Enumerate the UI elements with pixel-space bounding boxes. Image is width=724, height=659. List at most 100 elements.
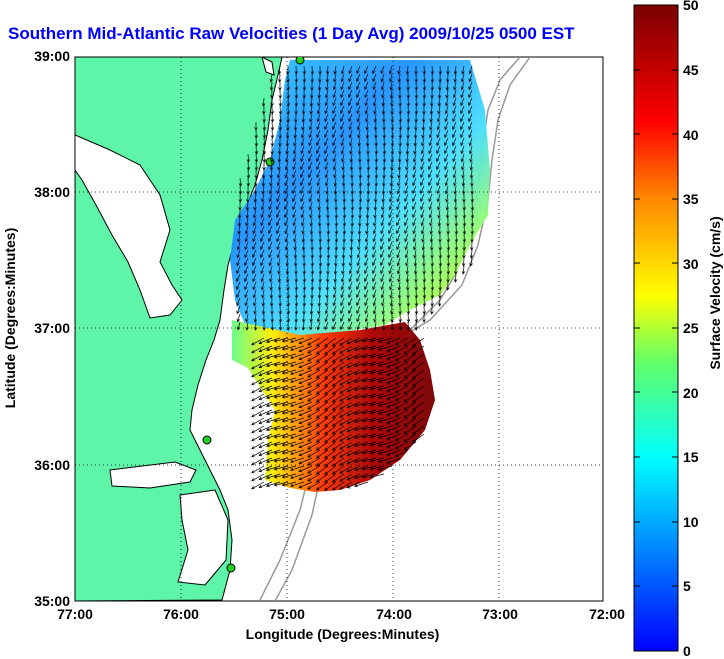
velocity-arrow: [372, 257, 377, 266]
velocity-arrow: [454, 201, 458, 211]
velocity-arrow: [324, 401, 337, 411]
velocity-arrow: [386, 457, 401, 464]
x-axis-label: Longitude (Degrees:Minutes): [245, 626, 440, 642]
velocity-arrow: [348, 297, 353, 306]
radar-station-marker: [226, 563, 236, 573]
albemarle-sound: [109, 461, 197, 489]
velocity-arrow: [326, 233, 331, 243]
velocity-arrow: [300, 201, 305, 211]
velocity-arrow: [446, 257, 451, 267]
velocity-arrow: [412, 361, 425, 371]
velocity-arrow: [292, 161, 297, 171]
velocity-arrow: [251, 385, 265, 394]
velocity-arrow: [356, 289, 361, 298]
velocity-arrow: [324, 409, 337, 419]
velocity-arrow: [315, 465, 329, 475]
velocity-arrow: [404, 225, 409, 235]
velocity-arrow: [294, 105, 298, 115]
velocity-arrow: [429, 105, 434, 115]
velocity-arrow: [377, 409, 393, 415]
velocity-arrow: [369, 457, 385, 463]
velocity-arrow: [333, 177, 337, 187]
velocity-arrow: [445, 201, 450, 211]
velocity-arrow: [364, 265, 369, 275]
velocity-arrow: [420, 153, 425, 163]
velocity-arrow: [437, 201, 441, 211]
velocity-arrow: [270, 105, 274, 115]
velocity-arrow: [445, 193, 449, 203]
velocity-arrow: [269, 169, 273, 179]
velocity-arrow: [301, 233, 306, 243]
velocity-arrow: [278, 105, 283, 115]
velocity-arrow: [372, 265, 377, 274]
velocity-arrow: [386, 337, 401, 344]
velocity-arrow: [284, 209, 289, 218]
velocity-arrow: [245, 217, 249, 227]
velocity-arrow: [294, 321, 298, 331]
velocity-arrow: [346, 433, 361, 441]
velocity-arrow: [430, 89, 434, 99]
velocity-arrow: [452, 169, 457, 179]
velocity-arrow: [237, 233, 241, 243]
velocity-arrow: [246, 177, 251, 187]
velocity-arrow: [258, 337, 273, 345]
velocity-arrow: [346, 401, 361, 409]
velocity-arrow: [369, 473, 385, 479]
velocity-arrow: [349, 233, 354, 243]
velocity-arrow: [265, 345, 281, 352]
velocity-arrow: [302, 73, 307, 83]
velocity-arrow: [361, 417, 377, 423]
velocity-arrow: [388, 65, 393, 75]
velocity-arrow: [365, 209, 370, 219]
velocity-arrow: [339, 385, 353, 394]
velocity-arrow: [354, 393, 369, 400]
velocity-arrow: [452, 137, 457, 146]
velocity-arrow: [268, 265, 273, 275]
velocity-arrow: [356, 273, 361, 283]
velocity-arrow: [468, 97, 473, 106]
velocity-arrow: [404, 233, 409, 243]
velocity-arrow: [389, 297, 394, 307]
velocity-arrow: [349, 145, 353, 155]
velocity-arrow: [354, 361, 369, 368]
velocity-arrow: [346, 393, 361, 401]
velocity-arrow: [412, 409, 425, 419]
velocity-arrow: [276, 249, 281, 259]
velocity-arrow: [342, 201, 347, 211]
velocity-arrow: [324, 473, 337, 483]
velocity-arrow: [331, 345, 345, 355]
velocity-arrow: [307, 393, 321, 402]
velocity-arrow: [356, 281, 361, 290]
velocity-arrow: [377, 377, 393, 383]
velocity-arrow: [405, 257, 409, 267]
x-tick-label: 77:00: [57, 606, 93, 622]
velocity-arrow: [396, 209, 401, 219]
velocity-arrow: [354, 409, 369, 416]
velocity-arrow: [365, 113, 369, 123]
velocity-arrow: [414, 289, 419, 299]
velocity-arrow: [403, 409, 417, 419]
velocity-arrow: [436, 113, 441, 123]
velocity-arrow: [436, 145, 441, 155]
velocity-arrow: [429, 113, 433, 123]
velocity-arrow: [413, 265, 418, 275]
velocity-arrow: [452, 145, 457, 155]
velocity-arrow: [244, 305, 249, 315]
velocity-arrow: [289, 353, 305, 360]
velocity-arrow: [428, 145, 433, 155]
velocity-arrow: [386, 369, 401, 376]
velocity-arrow: [324, 169, 329, 179]
velocity-arrow: [369, 377, 385, 383]
velocity-arrow: [324, 353, 337, 363]
velocity-arrow: [292, 185, 297, 194]
velocity-arrow: [294, 81, 299, 91]
velocity-arrow: [348, 313, 353, 322]
velocity-arrow: [354, 473, 369, 480]
velocity-arrow: [430, 65, 435, 75]
velocity-arrow: [309, 305, 314, 315]
velocity-arrow: [405, 161, 409, 171]
velocity-arrow: [430, 273, 435, 283]
velocity-arrow: [246, 161, 251, 171]
velocity-arrow: [251, 465, 265, 474]
velocity-arrow: [302, 289, 307, 299]
